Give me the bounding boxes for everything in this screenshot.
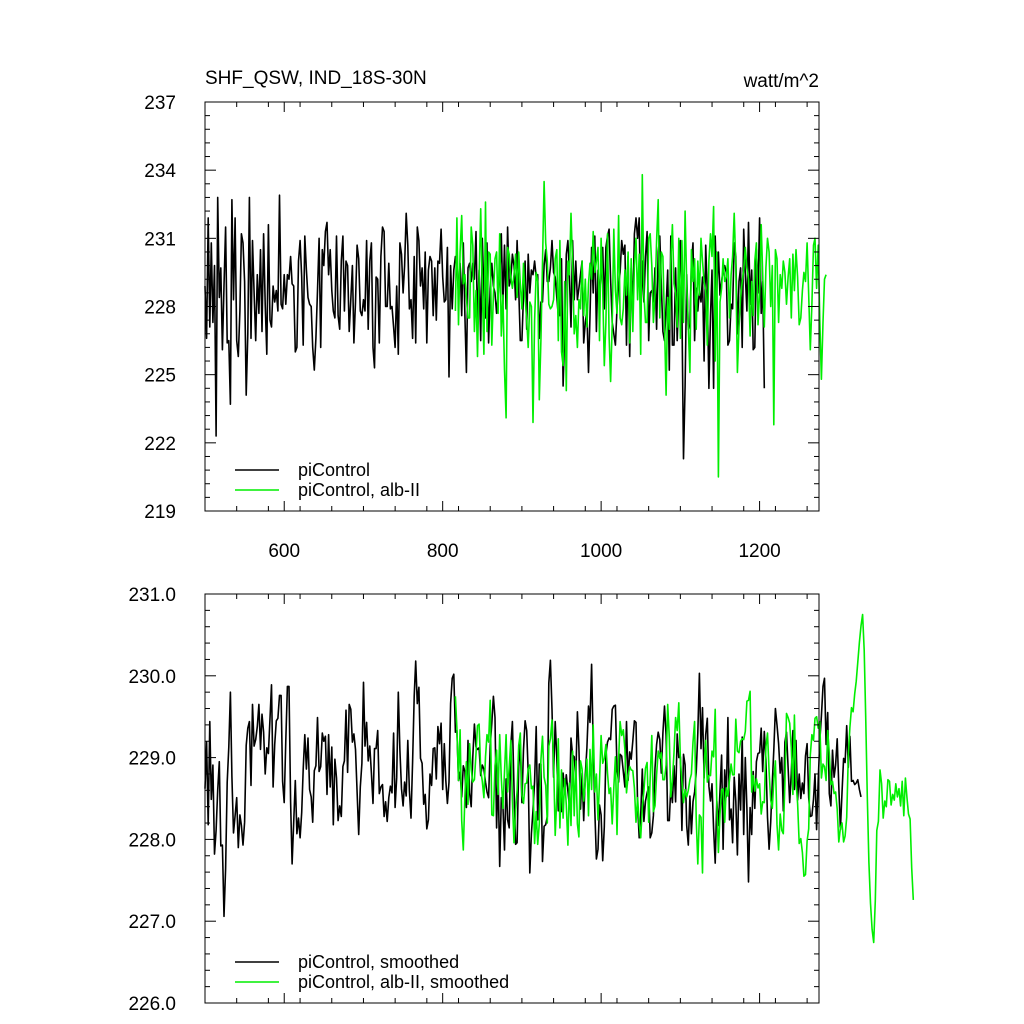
top-axis-ticks: [204, 101, 819, 512]
bottom-ytick-label-4: 230.0: [128, 667, 176, 688]
bottom-ytick-label-3: 229.0: [128, 749, 176, 770]
top-xtick-label-3: 1200: [738, 541, 780, 562]
bottom-legend: piControl, smoothed piControl, alb-II, s…: [235, 952, 509, 992]
top-legend-label-picontrol: piControl: [298, 460, 370, 480]
bottom-plot-frame: [204, 593, 820, 1004]
bottom-axis-ticks: [204, 593, 819, 1004]
top-tick-labels: 219 222 225 228 231 234 237 600 800 1000 1200: [144, 93, 780, 562]
top-plot-frame: [204, 101, 820, 512]
bottom-ytick-label-5: 231.0: [128, 585, 176, 606]
bottom-legend-label-alb-ii-smoothed: piControl, alb-II, smoothed: [298, 972, 509, 992]
top-series-picontrol-alb-ii: [454, 173, 827, 478]
top-legend: piControl piControl, alb-II: [235, 460, 420, 500]
top-xtick-label-0: 600: [268, 541, 300, 562]
top-series-lines: [204, 173, 827, 478]
bottom-ytick-label-0: 226.0: [128, 994, 176, 1015]
bottom-ytick-label-2: 228.0: [128, 830, 176, 851]
top-xtick-label-2: 1000: [580, 541, 622, 562]
bottom-series-picontrol-alb-ii-smoothed: [454, 613, 915, 944]
bottom-legend-label-picontrol-smoothed: piControl, smoothed: [298, 952, 459, 972]
top-ytick-label-4: 231: [144, 229, 176, 250]
figure-units-label: watt/m^2: [743, 71, 819, 92]
bottom-panel: 226.0 227.0 228.0 229.0 230.0 231.0 piControl…: [128, 585, 915, 1015]
top-xtick-label-1: 800: [427, 541, 459, 562]
top-ytick-label-6: 237: [144, 93, 176, 114]
top-panel: 219 222 225 228 231 234 237 600 800 1000 1200 piCo…: [144, 93, 827, 562]
bottom-ytick-label-1: 227.0: [128, 912, 176, 933]
bottom-series-lines: [204, 613, 915, 944]
top-ytick-label-1: 222: [144, 434, 176, 455]
top-legend-label-alb-ii: piControl, alb-II: [298, 480, 420, 500]
top-ytick-label-2: 225: [144, 366, 176, 387]
bottom-tick-labels: 226.0 227.0 228.0 229.0 230.0 231.0: [128, 585, 176, 1015]
figure-title: SHF_QSW, IND_18S-30N: [205, 68, 427, 89]
top-ytick-label-3: 228: [144, 298, 176, 319]
top-ytick-label-5: 234: [144, 161, 176, 182]
top-ytick-label-0: 219: [144, 502, 176, 523]
